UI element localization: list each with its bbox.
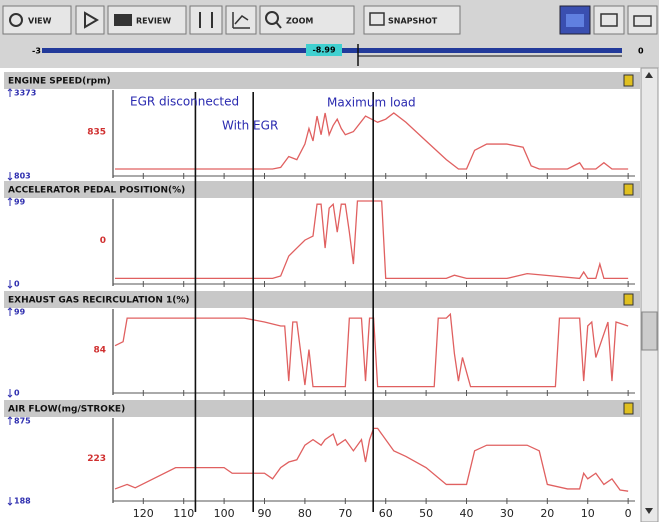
tool-button[interactable] [628, 6, 657, 34]
x-tick-label: 100 [214, 507, 235, 520]
graph-button[interactable] [226, 6, 256, 34]
current-value: 835 [87, 128, 106, 138]
zoom-button[interactable]: ZOOM [260, 6, 354, 34]
x-tick-label: 20 [540, 507, 554, 520]
slider-current: -8.99 [312, 46, 335, 55]
lock-icon [624, 75, 633, 86]
panel-title: ACCELERATOR PEDAL POSITION(%) [8, 186, 185, 196]
view-button[interactable]: VIEW [3, 6, 71, 34]
y-tick-label: 99 [14, 308, 26, 317]
review-button[interactable]: REVIEW [108, 6, 186, 34]
lock-icon [624, 403, 633, 414]
page: VIEW REVIEW ZOOM SNAPSHOT -3 -8.99 0 ENG… [0, 0, 659, 522]
marker-label: With EGR [222, 119, 278, 133]
current-value: 223 [87, 454, 106, 464]
y-tick-label: 188 [14, 497, 31, 506]
y-tick-label: 803 [14, 172, 31, 181]
snapshot-button[interactable]: SNAPSHOT [364, 6, 460, 34]
y-tick-label: 3373 [14, 89, 36, 98]
play-button[interactable] [76, 6, 104, 34]
print-button[interactable] [594, 6, 624, 34]
slider-end: 0 [638, 47, 644, 56]
lock-icon [624, 294, 633, 305]
scrollbar-thumb[interactable] [642, 312, 657, 350]
x-tick-label: 60 [379, 507, 393, 520]
scrollbar[interactable] [641, 68, 658, 522]
snapshot-label: SNAPSHOT [388, 17, 438, 26]
marker-label: Maximum load [327, 96, 416, 110]
x-tick-label: 50 [419, 507, 433, 520]
current-value: 0 [100, 236, 106, 246]
lock-icon [624, 184, 633, 195]
view-label: VIEW [28, 17, 52, 26]
x-tick-label: 30 [500, 507, 514, 520]
x-tick-label: 80 [298, 507, 312, 520]
y-tick-label: 99 [14, 198, 26, 207]
x-tick-label: 0 [625, 507, 632, 520]
review-label: REVIEW [136, 17, 171, 26]
panel-title: EXHAUST GAS RECIRCULATION 1(%) [8, 296, 190, 306]
settings-button[interactable] [190, 6, 222, 34]
marker-label: EGR disconnected [130, 95, 239, 109]
scan-tool-screen: VIEW REVIEW ZOOM SNAPSHOT -3 -8.99 0 ENG… [0, 0, 659, 522]
y-tick-label: 875 [14, 417, 31, 426]
y-tick-label: 0 [14, 280, 20, 289]
x-tick-label: 110 [173, 507, 194, 520]
folder-button[interactable] [560, 6, 590, 34]
x-tick-label: 70 [338, 507, 352, 520]
slider-start: -3 [32, 47, 41, 56]
zoom-label: ZOOM [286, 17, 313, 26]
y-tick-label: 0 [14, 389, 20, 398]
panel-title: AIR FLOW(mg/STROKE) [8, 405, 125, 415]
x-tick-label: 40 [460, 507, 474, 520]
panel-title: ENGINE SPEED(rpm) [8, 77, 111, 87]
x-tick-label: 120 [133, 507, 154, 520]
current-value: 84 [93, 346, 106, 356]
x-tick-label: 90 [258, 507, 272, 520]
x-tick-label: 10 [581, 507, 595, 520]
